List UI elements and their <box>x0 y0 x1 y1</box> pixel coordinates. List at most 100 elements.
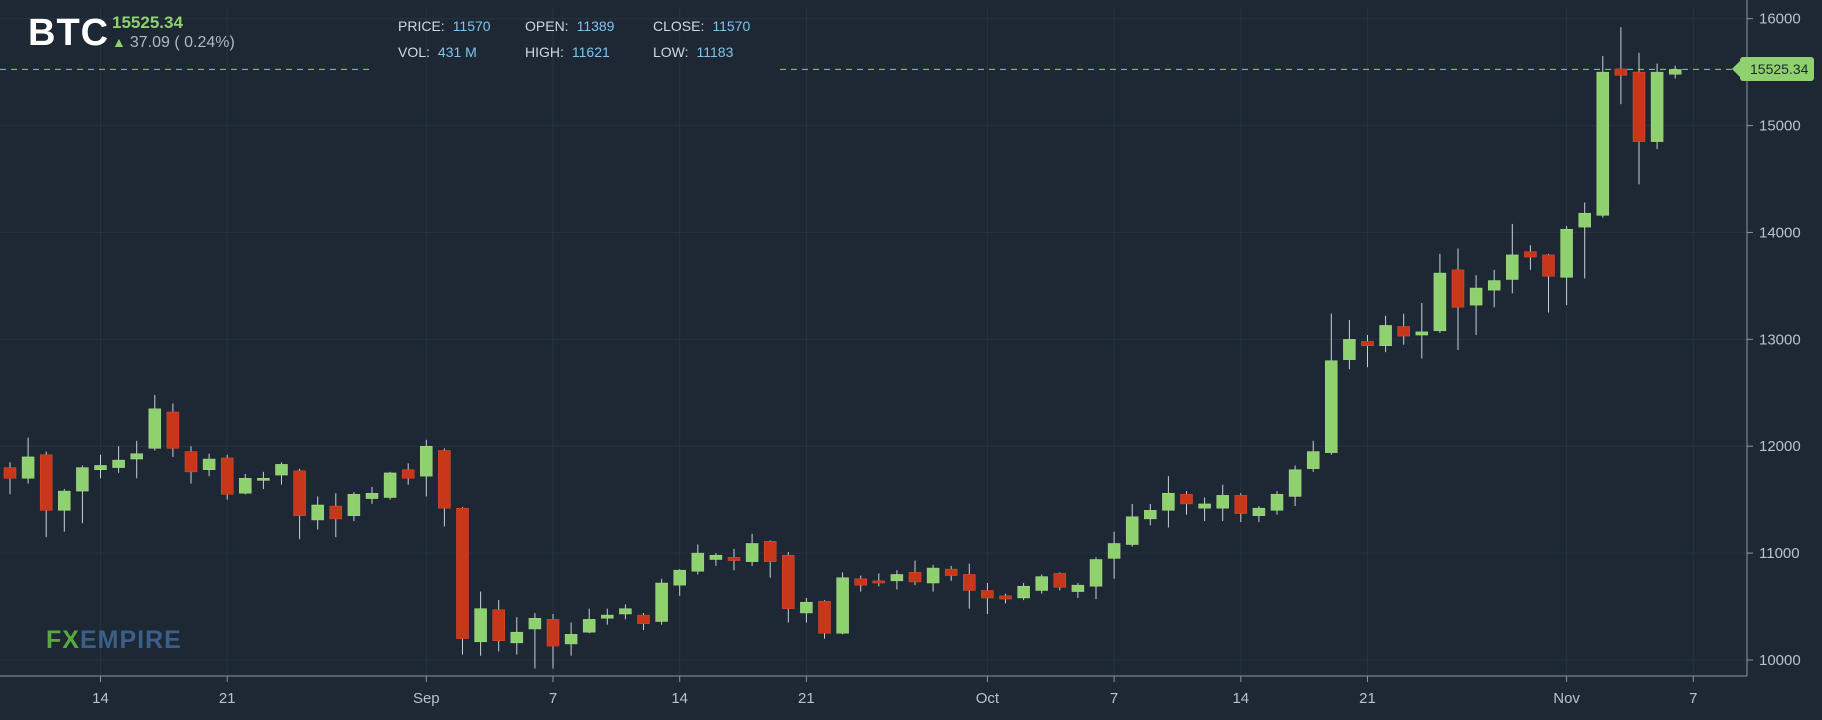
candle-body <box>420 445 433 477</box>
stat-label: CLOSE: <box>653 18 705 34</box>
candle-body <box>329 505 343 520</box>
candle-body <box>564 634 578 645</box>
candle-body <box>1144 510 1157 520</box>
candle-body <box>963 574 976 591</box>
candle-body <box>546 619 560 647</box>
candle-body <box>1379 325 1392 346</box>
candle-body <box>1469 287 1483 306</box>
x-tick-label: 7 <box>1110 690 1118 707</box>
candle-body <box>21 456 35 479</box>
stat-label: LOW: <box>653 44 689 60</box>
candle-body <box>1252 507 1266 516</box>
fxempire-logo: FXEMPIRE <box>46 626 182 655</box>
candle-body <box>655 582 668 622</box>
grid-lines <box>0 8 1747 676</box>
y-tick-label: 14000 <box>1759 224 1801 241</box>
candle-body <box>1614 68 1628 76</box>
candle-body <box>76 467 89 492</box>
candle-body <box>1343 339 1356 360</box>
candle-body <box>800 602 813 614</box>
candle-body <box>1632 71 1646 142</box>
arrow-up-icon: ▲ <box>112 34 126 50</box>
candle-body <box>763 541 777 562</box>
current-price-tag: 15525.34 <box>1731 57 1815 82</box>
candle-body <box>510 631 524 644</box>
candle-body <box>1216 495 1229 509</box>
candle-body <box>184 451 198 473</box>
candle-body <box>1198 503 1211 509</box>
y-tick-label: 15000 <box>1759 118 1801 135</box>
candle-body <box>202 458 216 470</box>
candle-body <box>1325 360 1338 453</box>
candle-body <box>438 450 451 509</box>
candle-body <box>383 472 397 498</box>
candle-body <box>1451 269 1465 308</box>
y-tick-label: 13000 <box>1759 331 1801 348</box>
logo-empire: EMPIRE <box>79 626 182 654</box>
candle-body <box>1668 69 1682 75</box>
candle-body <box>1180 494 1193 505</box>
candle-body <box>1578 212 1591 228</box>
x-tick-label: Sep <box>413 690 440 707</box>
candle-body <box>944 568 958 576</box>
candle-body <box>1270 494 1284 511</box>
stat-label: VOL: <box>398 44 430 60</box>
candle-body <box>890 574 904 582</box>
candle-body <box>836 577 849 634</box>
stat-label: PRICE: <box>398 18 445 34</box>
candle-body <box>3 467 17 479</box>
candle-body <box>1415 331 1429 336</box>
candle-body <box>293 470 306 516</box>
candle-body <box>365 492 379 499</box>
candle-body <box>854 578 867 586</box>
candle-body <box>166 411 180 449</box>
candle-body <box>401 469 415 479</box>
candle-body <box>872 580 886 584</box>
candle-body <box>709 554 723 560</box>
candle-body <box>1487 280 1501 291</box>
candle-body <box>1125 516 1139 545</box>
x-tick-label: 7 <box>1689 690 1697 707</box>
candle-body <box>39 454 53 511</box>
candle-body <box>1361 341 1374 346</box>
stat-value: 11570 <box>452 18 491 34</box>
candle-body <box>148 408 162 449</box>
candle-body <box>1107 543 1121 559</box>
candle-body <box>1053 573 1067 588</box>
candle-body <box>528 618 542 630</box>
y-tick-label: 10000 <box>1759 652 1801 669</box>
symbol-title: BTC <box>28 12 110 54</box>
candle-body <box>637 614 650 624</box>
stat-close: CLOSE: 11570 <box>653 18 750 34</box>
x-tick-label: 14 <box>671 690 688 707</box>
candle-body <box>456 507 469 639</box>
candle-body <box>1650 71 1664 142</box>
x-tick-label: 7 <box>549 690 557 707</box>
x-tick-label: Nov <box>1553 690 1580 707</box>
candle-body <box>673 569 686 586</box>
stat-vol: VOL: 431 M <box>398 44 477 60</box>
y-tick-label: 16000 <box>1759 11 1801 28</box>
x-tick-label: 21 <box>219 690 236 707</box>
candles <box>3 27 1682 669</box>
candle-body <box>1524 251 1537 258</box>
candle-body <box>1071 584 1085 592</box>
candle-body <box>94 465 107 470</box>
candle-body <box>130 453 143 460</box>
stat-price: PRICE: 11570 <box>398 18 491 34</box>
candle-body <box>492 609 505 641</box>
candle-body <box>1596 71 1610 216</box>
last-price: 15525.34 <box>112 13 183 32</box>
x-tick-label: Oct <box>976 690 1000 707</box>
stat-label: OPEN: <box>525 18 569 34</box>
candle-body <box>782 554 795 609</box>
candle-body <box>908 572 922 583</box>
stat-high: HIGH: 11621 <box>525 44 610 60</box>
candle-body <box>1397 326 1410 337</box>
x-tick-label: 21 <box>798 690 815 707</box>
candle-body <box>1433 272 1447 332</box>
candle-body <box>347 494 361 516</box>
logo-fx: FX <box>46 626 80 654</box>
candle-body <box>220 457 234 495</box>
